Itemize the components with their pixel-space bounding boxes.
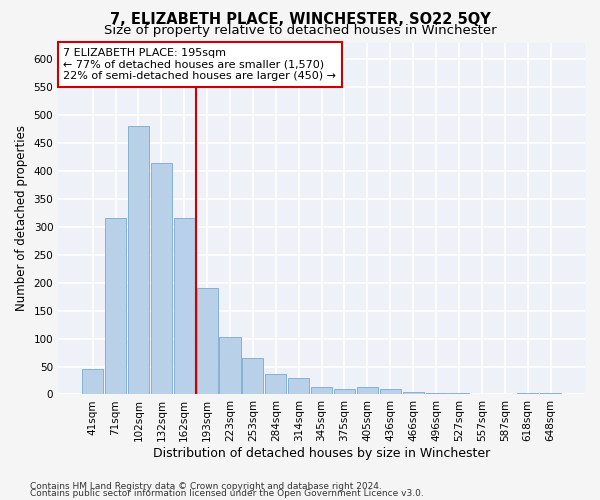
Bar (197, 288, 218, 395)
Text: Size of property relative to detached houses in Winchester: Size of property relative to detached ho… (104, 24, 496, 37)
Text: Contains HM Land Registry data © Crown copyright and database right 2024.: Contains HM Land Registry data © Crown c… (30, 482, 382, 491)
Y-axis label: Number of detached properties: Number of detached properties (15, 126, 28, 312)
Bar (242, 358, 263, 395)
Bar (380, 389, 401, 394)
Bar (105, 218, 126, 394)
Bar (220, 338, 241, 394)
Bar (288, 378, 309, 394)
Bar (173, 218, 195, 394)
Bar (128, 126, 149, 394)
Bar (265, 374, 286, 394)
Bar (311, 387, 332, 394)
Bar (151, 162, 172, 394)
Bar (334, 389, 355, 394)
Bar (357, 387, 378, 394)
Bar (403, 392, 424, 394)
Text: 7, ELIZABETH PLACE, WINCHESTER, SO22 5QY: 7, ELIZABETH PLACE, WINCHESTER, SO22 5QY (110, 12, 490, 28)
Text: Contains public sector information licensed under the Open Government Licence v3: Contains public sector information licen… (30, 489, 424, 498)
Bar (425, 393, 446, 394)
Bar (517, 393, 538, 394)
X-axis label: Distribution of detached houses by size in Winchester: Distribution of detached houses by size … (153, 447, 490, 460)
Bar (82, 370, 103, 394)
Text: 7 ELIZABETH PLACE: 195sqm
← 77% of detached houses are smaller (1,570)
22% of se: 7 ELIZABETH PLACE: 195sqm ← 77% of detac… (64, 48, 337, 81)
